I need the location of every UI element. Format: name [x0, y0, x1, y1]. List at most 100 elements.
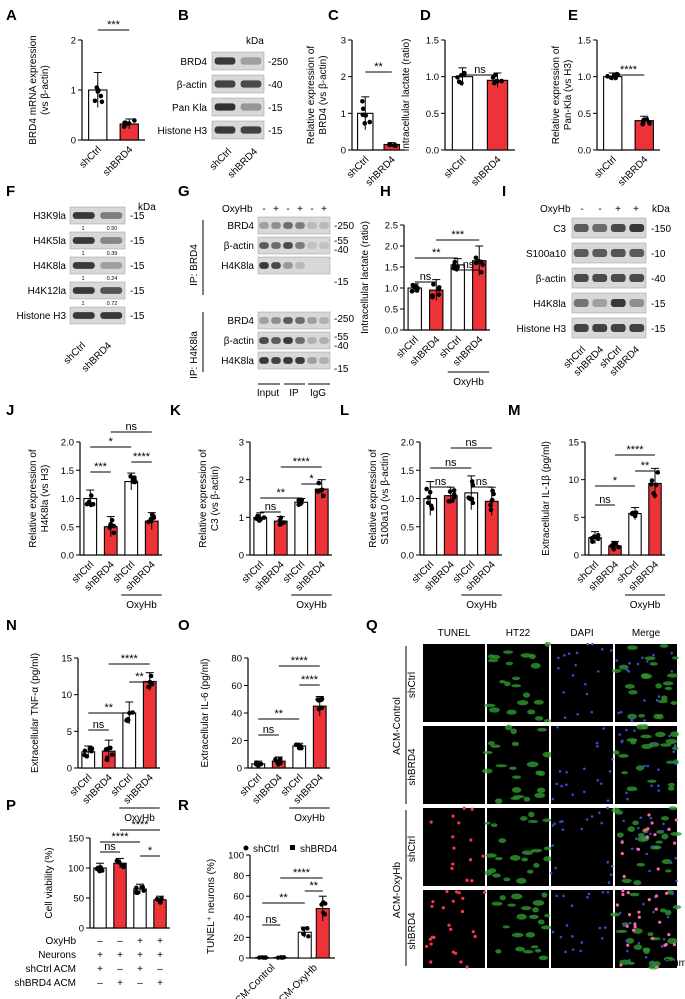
band-label: -15 [651, 324, 666, 335]
y-axis-label: TUNEL⁺ neurons (%) [206, 859, 217, 954]
significance-label: * [148, 845, 153, 857]
blot-background [69, 231, 126, 250]
tunel-cell [424, 944, 429, 948]
band-label: -10 [651, 249, 666, 260]
bar [450, 264, 465, 331]
significance-label: ** [104, 702, 113, 714]
blot-band [307, 357, 317, 364]
nucleus [666, 915, 670, 919]
row-sign: + [137, 950, 143, 961]
band-label: β-actin [177, 80, 207, 91]
blot-band [592, 299, 608, 307]
nucleus [619, 710, 623, 714]
blot-B [211, 74, 265, 94]
significance-label: ns [463, 259, 475, 271]
blot-background [211, 51, 265, 71]
y-tick-label: 2 [341, 72, 346, 83]
cell [505, 661, 514, 666]
cell [665, 869, 672, 873]
cell [530, 848, 543, 853]
blot-band [573, 274, 589, 282]
nucleus [670, 669, 674, 673]
y-axis-label: Intracellular lactate (ratio) [401, 39, 412, 152]
cell [487, 741, 495, 746]
tunel-cell [470, 807, 474, 811]
tunel-cell [654, 907, 658, 911]
micrograph [483, 641, 552, 723]
nucleus [674, 761, 678, 764]
data-point [158, 900, 163, 905]
nucleus [606, 860, 610, 864]
row-sign: + [157, 978, 163, 989]
significance-label: ** [274, 708, 283, 720]
y-tick-label: 0.5 [61, 522, 74, 533]
nucleus [558, 820, 562, 824]
group-label: ACM-Control [392, 697, 403, 755]
tunel-cell [627, 912, 632, 917]
category-label: shBRD4 [470, 154, 504, 188]
data-point [633, 510, 639, 516]
data-point [426, 495, 431, 500]
cell [644, 656, 656, 661]
blot-I [571, 242, 647, 264]
bar [486, 79, 509, 151]
micrograph-bg [423, 726, 485, 804]
nucleus [563, 654, 566, 657]
nucleus [661, 830, 665, 833]
micrograph [423, 726, 485, 804]
significance-label: **** [301, 674, 319, 686]
panel-letter-L: L [340, 402, 349, 419]
cell [666, 760, 675, 764]
cell [495, 949, 502, 954]
nucleus [618, 733, 622, 736]
oxyhb-label: OxyHb [453, 377, 484, 388]
y-tick-label: 0 [341, 146, 346, 157]
band-label: Histone H3 [517, 324, 567, 335]
blot-band [283, 262, 293, 269]
nucleus [643, 764, 646, 768]
data-point [436, 287, 442, 292]
mw-marker: -250 [334, 221, 354, 232]
blot-I [571, 292, 647, 314]
blot-band [307, 222, 317, 229]
cell [499, 679, 506, 684]
bar [124, 480, 139, 556]
tunel-cell [470, 879, 474, 883]
data-point [367, 119, 373, 125]
band-label: -15 [130, 236, 145, 247]
cell [661, 859, 672, 865]
blot-band [283, 222, 293, 229]
tunel-cell [637, 915, 641, 919]
cell [502, 925, 510, 929]
blot-background [571, 317, 647, 339]
nucleus [615, 659, 618, 662]
blot-background [257, 216, 331, 235]
data-point [301, 931, 306, 936]
blot-band [283, 337, 293, 344]
data-point [640, 121, 646, 127]
nucleus [649, 832, 652, 836]
band-label: -15 [651, 299, 666, 310]
oxyhb-label: OxyHb [126, 600, 157, 611]
y-tick-label: 15 [568, 438, 579, 449]
cell [628, 690, 638, 695]
tunel-cell [620, 851, 624, 856]
data-point [362, 121, 368, 126]
y-tick-label: 50 [73, 894, 84, 905]
tunel-cell [633, 922, 637, 926]
oxyhb-label: OxyHb [124, 813, 155, 824]
data-point [128, 474, 133, 479]
blot-background [257, 236, 331, 255]
cell [515, 946, 525, 952]
blot-band [610, 249, 626, 257]
row-label: shBRD4 ACM [14, 978, 76, 989]
micrograph [423, 806, 485, 886]
band-label: S100a10 [526, 249, 566, 260]
nucleus [626, 797, 629, 801]
mw-marker: -40 [334, 245, 349, 256]
nucleus [625, 728, 628, 732]
nucleus [608, 770, 612, 773]
micrograph-bg [551, 726, 613, 804]
